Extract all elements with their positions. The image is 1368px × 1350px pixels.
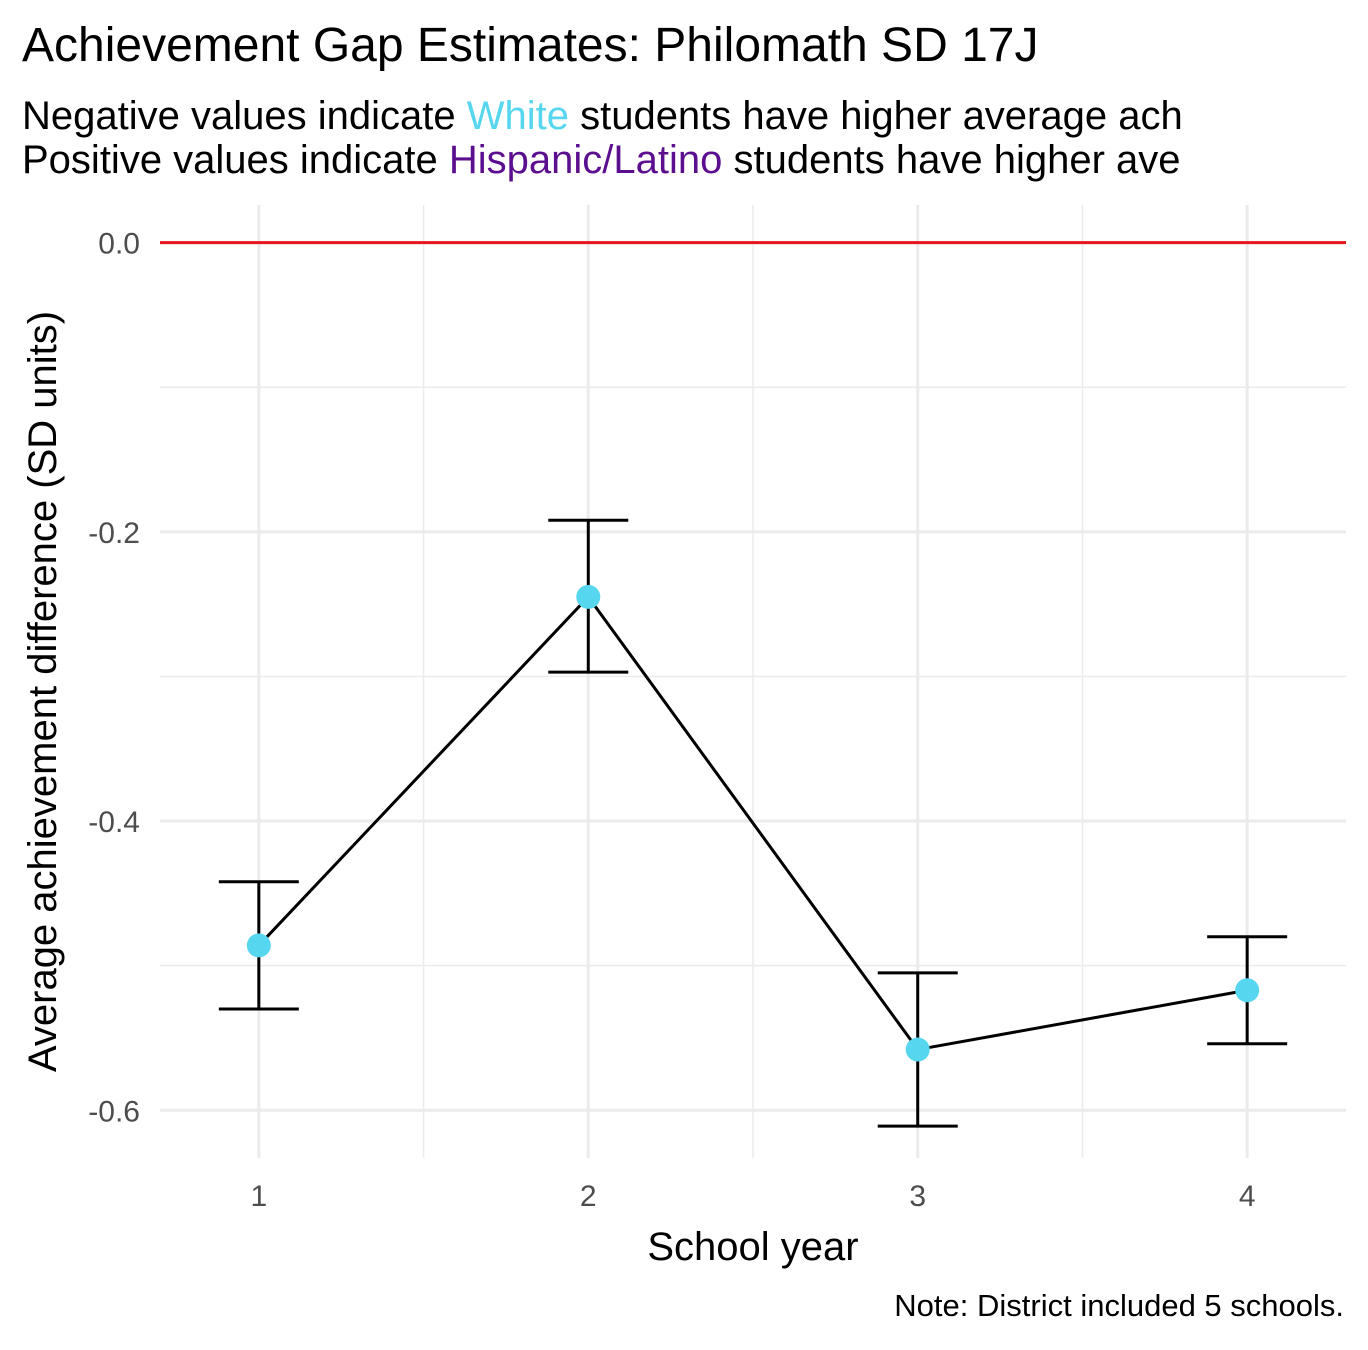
data-point	[246, 933, 271, 958]
chart-title: Achievement Gap Estimates: Philomath SD …	[22, 19, 1039, 72]
subtitle-positive-suffix: students have higher ave	[722, 138, 1181, 182]
x-axis-title: School year	[647, 1225, 858, 1269]
data-point	[576, 584, 601, 609]
x-tick-label: 2	[580, 1180, 597, 1213]
subtitle-line-negative: Negative values indicate White students …	[22, 94, 1183, 138]
subtitle-negative-prefix: Negative values indicate	[22, 94, 467, 138]
y-tick-label: -0.2	[88, 517, 140, 550]
series-line	[257, 594, 1248, 1052]
subtitle-positive-prefix: Positive values indicate	[22, 138, 449, 182]
x-tick-label: 4	[1239, 1180, 1256, 1213]
white-group-label: White	[466, 94, 569, 138]
y-axis-title: Average achievement difference (SD units…	[21, 311, 65, 1072]
chart-caption: Note: District included 5 schools.	[894, 1288, 1344, 1323]
data-point	[1235, 978, 1260, 1003]
y-tick-label: -0.4	[88, 806, 140, 839]
chart-subtitle: Negative values indicate White students …	[22, 94, 1183, 182]
y-tick-label: 0.0	[98, 228, 140, 261]
data-layer	[218, 518, 1288, 1128]
subtitle-line-positive: Positive values indicate Hispanic/Latino…	[22, 138, 1183, 182]
hispanic-group-label: Hispanic/Latino	[448, 138, 723, 182]
y-tick-label: -0.6	[88, 1095, 140, 1128]
tick-labels: 0.0 -0.2 -0.4 -0.6 1 2 3 4	[88, 228, 1255, 1213]
x-tick-label: 3	[909, 1180, 926, 1213]
subtitle-negative-suffix: students have higher average ach	[568, 94, 1183, 138]
x-tick-label: 1	[250, 1180, 267, 1213]
grid-lines	[160, 205, 1346, 1158]
data-point	[905, 1037, 930, 1062]
